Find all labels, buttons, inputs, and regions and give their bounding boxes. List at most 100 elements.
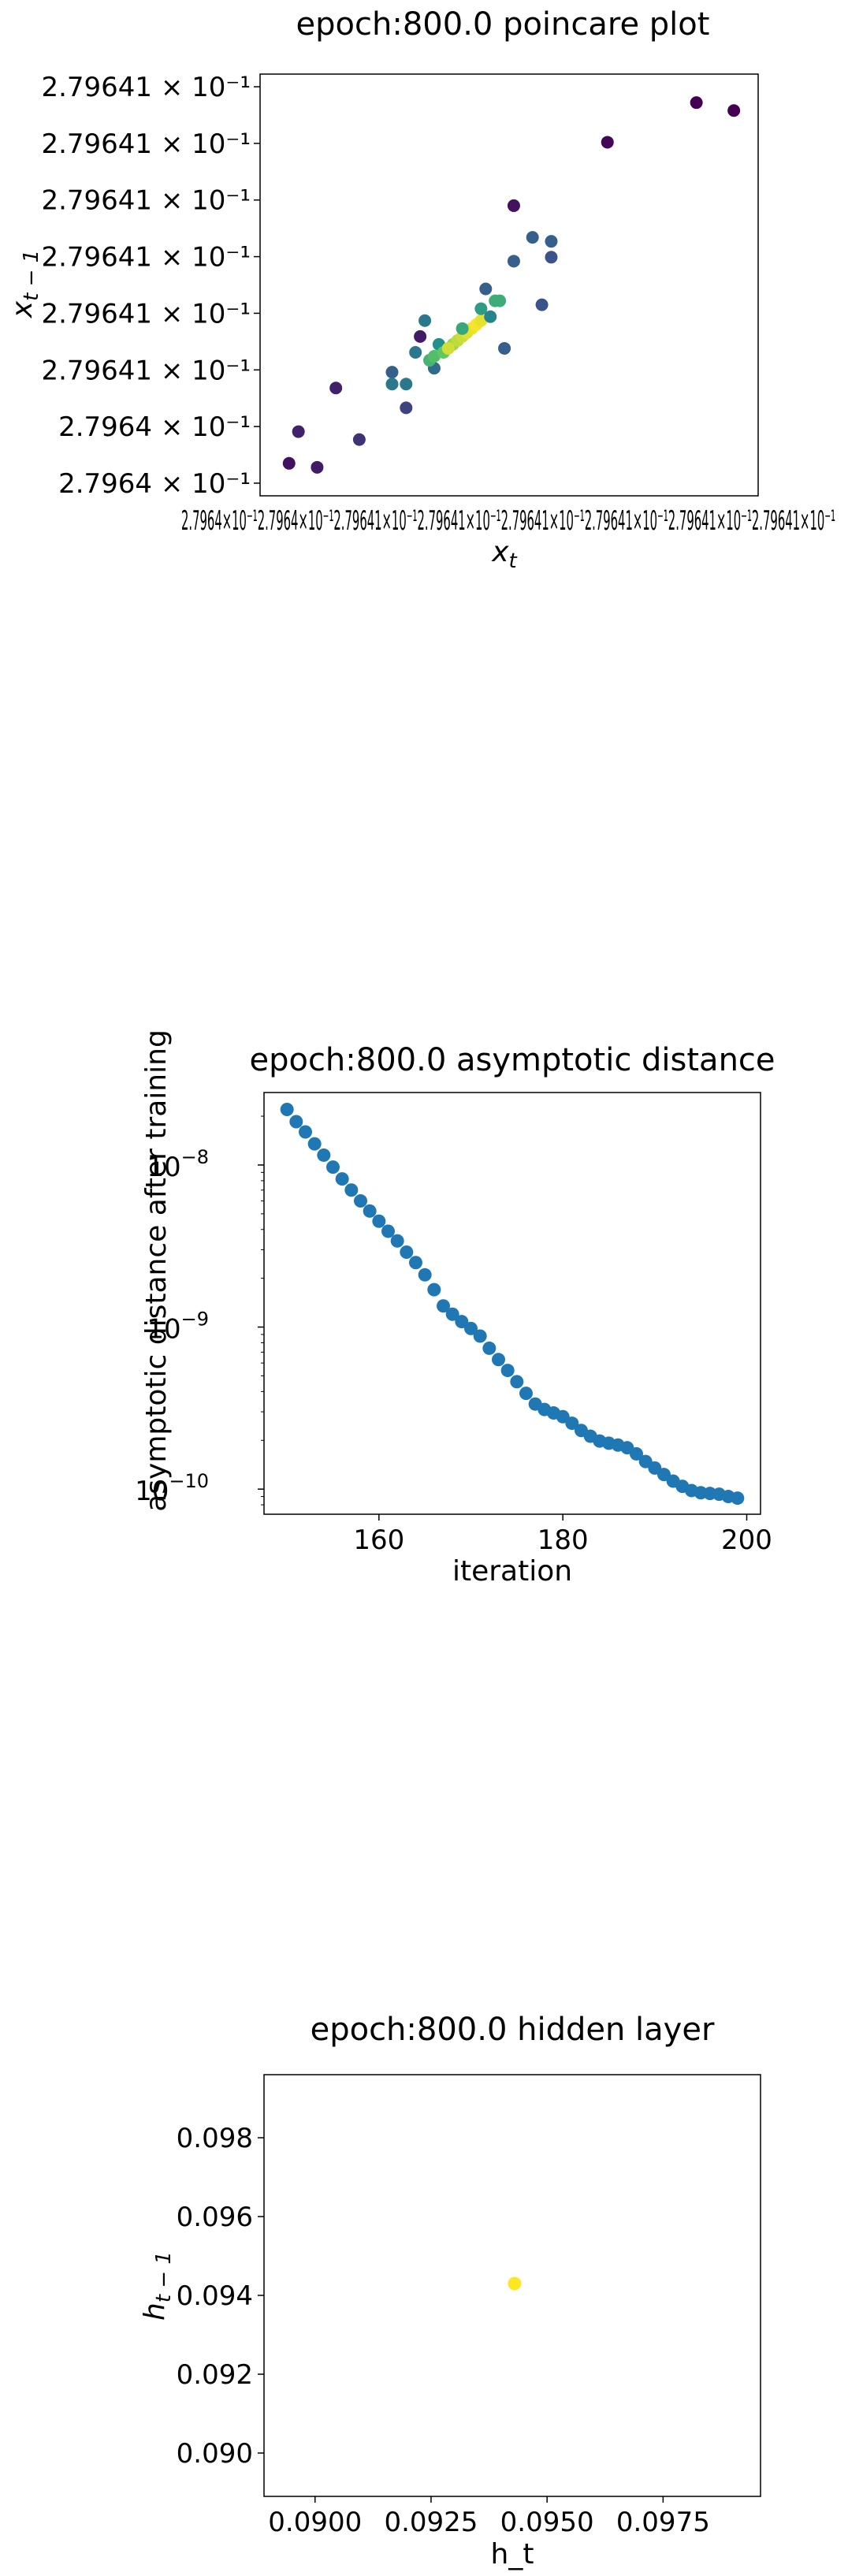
data-point [335, 1172, 349, 1186]
y-tick-label: 0.096 [177, 2202, 253, 2233]
data-point [545, 251, 558, 264]
data-point [507, 255, 520, 268]
data-point [500, 1364, 515, 1378]
x-tick-label: 0.0975 [616, 2507, 710, 2538]
x-axis-label: iteration [452, 1555, 572, 1588]
data-point [464, 1321, 478, 1335]
data-point [299, 1125, 312, 1139]
data-point [473, 1329, 487, 1343]
data-point [565, 1416, 579, 1431]
y-tick-label: 2.79641 × 10⁻¹ [41, 298, 251, 329]
data-point [400, 1245, 414, 1259]
data-point [508, 2276, 522, 2291]
y-axis-label: xt − 1 [6, 250, 43, 318]
data-point [292, 425, 305, 438]
data-point [372, 1214, 386, 1228]
y-axis-label: asymptotic distance after training [140, 1029, 173, 1512]
chart-title: epoch:800.0 poincare plot [296, 6, 710, 43]
y-axis-label: ht − 1 [139, 2251, 176, 2321]
data-point [418, 1268, 432, 1282]
data-point [289, 1115, 303, 1129]
y-tick-label: 0.098 [177, 2123, 253, 2154]
data-point [482, 1341, 497, 1355]
data-point [385, 366, 399, 379]
data-point [352, 433, 366, 446]
chart-title: epoch:800.0 hidden layer [311, 2012, 715, 2048]
data-point [727, 104, 741, 117]
data-point [344, 1183, 359, 1197]
y-tick-label: 2.79641 × 10⁻¹ [41, 355, 251, 386]
y-tick-label: 2.7964 × 10⁻¹ [58, 468, 251, 500]
data-point [329, 382, 343, 395]
x-tick-label: 0.0900 [268, 2507, 362, 2538]
x-tick-label: 200 [721, 1524, 772, 1556]
chart-title: epoch:800.0 asymptotic distance [249, 1042, 775, 1078]
data-point [484, 310, 497, 323]
data-point [441, 341, 455, 355]
data-point [498, 341, 511, 355]
y-tick-label: 0.092 [177, 2359, 253, 2391]
data-point [280, 1103, 294, 1117]
y-tick-label: 0.090 [177, 2438, 253, 2470]
data-point [390, 1234, 404, 1248]
asymptotic-chart: epoch:800.0 asymptotic distance 160 180 20… [135, 1029, 775, 1588]
data-point [455, 1315, 469, 1329]
data-point [507, 199, 520, 212]
data-point [630, 1446, 643, 1461]
data-point [414, 329, 427, 343]
plot-frame [263, 2074, 761, 2497]
data-point [493, 294, 507, 307]
y-tick-label: 0.094 [177, 2280, 253, 2312]
data-point [418, 314, 432, 327]
x-tick-label: 160 [353, 1524, 404, 1556]
hidden-layer-chart: epoch:800.0 hidden layer 0.0900 0.0925 0.0… [139, 2012, 761, 2570]
data-point [400, 401, 413, 415]
data-point [311, 460, 324, 474]
data-point [385, 378, 399, 391]
data-point [427, 1282, 441, 1297]
x-tick-label: 0.0950 [500, 2507, 594, 2538]
x-tick-label: 180 [537, 1524, 589, 1556]
y-tick-label: 2.79641 × 10⁻¹ [41, 72, 251, 103]
data-point [492, 1353, 505, 1367]
data-point [519, 1387, 533, 1401]
data-point [535, 298, 549, 311]
x-tick-labels: 160 180 200 [353, 1514, 772, 1556]
data-point [354, 1194, 367, 1208]
y-tick-labels: 2.7964 × 10⁻¹ 2.7964 × 10⁻¹ 2.79641 × 10⁻¹… [41, 72, 260, 500]
data-point [282, 456, 296, 470]
data-point [474, 302, 488, 315]
plot-frame [259, 73, 759, 497]
data-point [409, 1256, 422, 1270]
plot-area [261, 1103, 745, 1506]
plot-area [282, 96, 741, 474]
x-tick-label: 0.0925 [384, 2507, 478, 2538]
x-axis-label: h_t [491, 2538, 534, 2570]
data-point [400, 378, 413, 391]
data-point [526, 231, 539, 244]
x-tick-labels: 2.7964×10⁻¹2.7964×10⁻¹2.79641×10⁻¹2.7964… [181, 505, 835, 537]
data-point [381, 1224, 395, 1238]
y-tick-label: 2.79641 × 10⁻¹ [41, 242, 251, 274]
data-point [307, 1137, 322, 1151]
data-point [456, 322, 469, 335]
asymptotic-figure: epoch:800.0 asymptotic distance 160 180 20… [0, 1025, 848, 1592]
hidden-layer-figure: epoch:800.0 hidden layer 0.0900 0.0925 0.0… [0, 2002, 848, 2576]
y-tick-label: 2.79641 × 10⁻¹ [41, 185, 251, 217]
data-point [479, 282, 493, 296]
x-tick-labels: 0.0900 0.0925 0.0950 0.0975 [268, 2496, 710, 2538]
data-point [690, 96, 703, 110]
data-point [510, 1375, 524, 1389]
x-axis-label: xt [491, 536, 517, 573]
data-point [601, 136, 614, 149]
y-tick-labels: 0.090 0.092 0.094 0.096 0.098 [177, 2123, 264, 2470]
plot-area [508, 2276, 522, 2291]
poincare-chart: epoch:800.0 poincare plot 2.7964 × 10⁻¹ 2… [6, 6, 835, 573]
plot-frame [263, 1092, 761, 1515]
y-tick-label: 2.79641 × 10⁻¹ [41, 128, 251, 160]
poincare-figure: epoch:800.0 poincare plot 2.7964 × 10⁻¹ 2… [0, 0, 848, 599]
data-point [363, 1204, 377, 1218]
data-point [326, 1160, 340, 1174]
data-point [409, 345, 422, 359]
data-point [317, 1148, 331, 1162]
